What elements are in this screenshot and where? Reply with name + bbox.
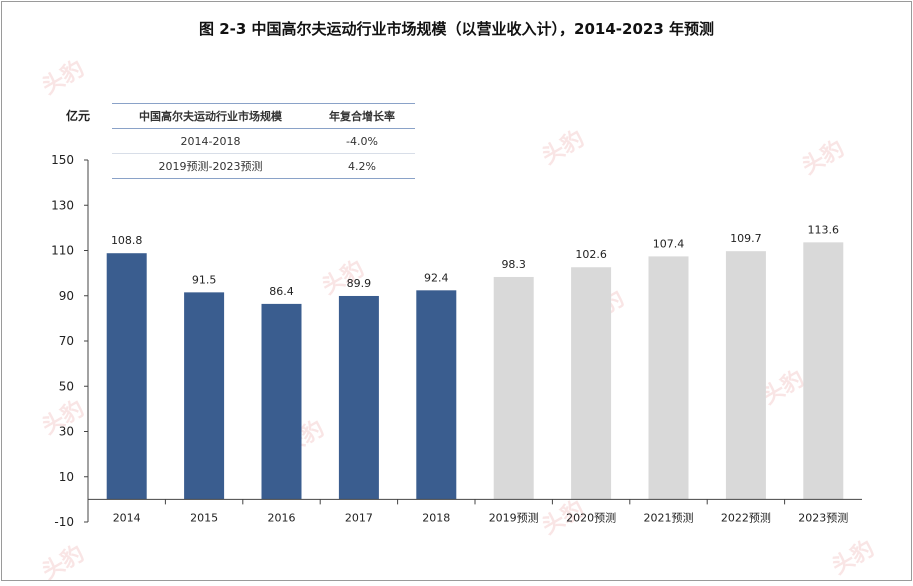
data-label: 86.4: [269, 285, 294, 298]
cagr-table: 中国高尔夫运动行业市场规模 年复合增长率 2014-2018 -4.0% 201…: [112, 103, 415, 179]
cagr-period: 2019预测-2023预测: [112, 153, 309, 179]
x-tick-label: 2014: [113, 511, 141, 524]
x-tick-label: 2015: [190, 511, 218, 524]
x-tick-label: 2017: [345, 511, 373, 524]
bar: [493, 276, 534, 500]
x-tick-label: 2018: [422, 511, 450, 524]
x-tick-label: 2021预测: [644, 511, 694, 524]
data-label: 91.5: [192, 273, 217, 286]
bar: [184, 292, 225, 500]
y-tick-label: 150: [51, 153, 74, 167]
data-label: 98.3: [501, 258, 526, 271]
y-tick-label: 130: [51, 198, 74, 212]
data-label: 108.8: [111, 234, 143, 247]
x-tick-label: 2016: [268, 511, 296, 524]
bar: [725, 251, 766, 500]
bar: [106, 253, 147, 500]
x-tick-label: 2019预测: [489, 511, 539, 524]
y-tick-label: 90: [59, 289, 74, 303]
y-tick-label: 70: [59, 334, 74, 348]
data-label: 102.6: [575, 248, 607, 261]
data-label: 113.6: [808, 223, 840, 236]
data-label: 92.4: [424, 271, 449, 284]
cagr-row: 2019预测-2023预测 4.2%: [112, 153, 415, 179]
bar: [261, 303, 302, 500]
x-tick-label: 2022预测: [721, 511, 771, 524]
cagr-header-market: 中国高尔夫运动行业市场规模: [112, 103, 309, 129]
y-tick-label: 30: [59, 425, 74, 439]
x-tick-label: 2023预测: [798, 511, 848, 524]
chart-title: 图 2-3 中国高尔夫运动行业市场规模（以营业收入计），2014-2023 年预…: [199, 20, 714, 38]
cagr-header-rate: 年复合增长率: [309, 103, 415, 129]
bar: [803, 242, 844, 500]
bar: [648, 256, 689, 500]
y-tick-label: -10: [54, 515, 74, 529]
y-axis-unit: 亿元: [66, 109, 91, 123]
x-tick-label: 2020预测: [566, 511, 616, 524]
cagr-rate: 4.2%: [309, 153, 415, 179]
bar: [416, 290, 457, 500]
y-tick-label: 50: [59, 379, 74, 393]
data-label: 89.9: [347, 277, 372, 290]
bar: [338, 295, 379, 500]
cagr-period: 2014-2018: [112, 128, 309, 154]
data-label: 109.7: [730, 232, 762, 245]
cagr-row: 2014-2018 -4.0%: [112, 128, 415, 154]
cagr-header-row: 中国高尔夫运动行业市场规模 年复合增长率: [112, 103, 415, 129]
y-tick-label: 10: [59, 470, 74, 484]
data-label: 107.4: [653, 237, 685, 250]
bar: [571, 267, 612, 500]
y-tick-label: 110: [51, 244, 74, 258]
cagr-rate: -4.0%: [309, 128, 415, 154]
